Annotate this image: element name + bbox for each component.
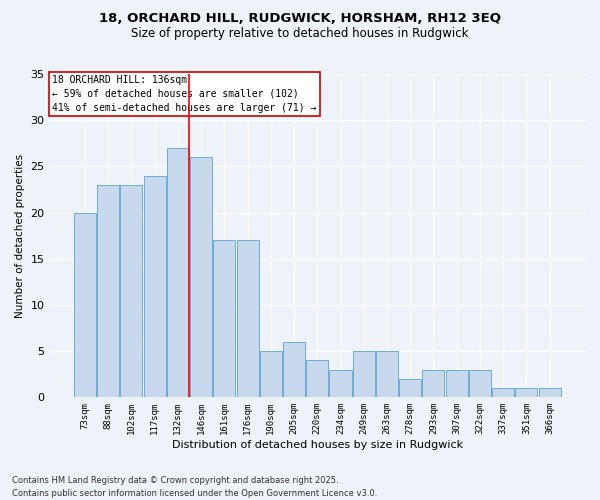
Bar [469, 370, 491, 398]
Bar [422, 370, 445, 398]
Bar [329, 370, 352, 398]
Bar [399, 379, 421, 398]
X-axis label: Distribution of detached houses by size in Rudgwick: Distribution of detached houses by size … [172, 440, 463, 450]
Text: Contains HM Land Registry data © Crown copyright and database right 2025.
Contai: Contains HM Land Registry data © Crown c… [12, 476, 377, 498]
Bar [213, 240, 235, 398]
Bar [539, 388, 560, 398]
Bar [446, 370, 468, 398]
Y-axis label: Number of detached properties: Number of detached properties [15, 154, 25, 318]
Bar [190, 157, 212, 398]
Bar [167, 148, 189, 398]
Bar [515, 388, 538, 398]
Bar [492, 388, 514, 398]
Text: 18, ORCHARD HILL, RUDGWICK, HORSHAM, RH12 3EQ: 18, ORCHARD HILL, RUDGWICK, HORSHAM, RH1… [99, 12, 501, 26]
Bar [236, 240, 259, 398]
Bar [143, 176, 166, 398]
Bar [121, 185, 142, 398]
Bar [376, 351, 398, 398]
Bar [260, 351, 282, 398]
Bar [283, 342, 305, 398]
Text: Size of property relative to detached houses in Rudgwick: Size of property relative to detached ho… [131, 28, 469, 40]
Text: 18 ORCHARD HILL: 136sqm
← 59% of detached houses are smaller (102)
41% of semi-d: 18 ORCHARD HILL: 136sqm ← 59% of detache… [52, 74, 317, 112]
Bar [353, 351, 375, 398]
Bar [97, 185, 119, 398]
Bar [74, 212, 96, 398]
Bar [306, 360, 328, 398]
